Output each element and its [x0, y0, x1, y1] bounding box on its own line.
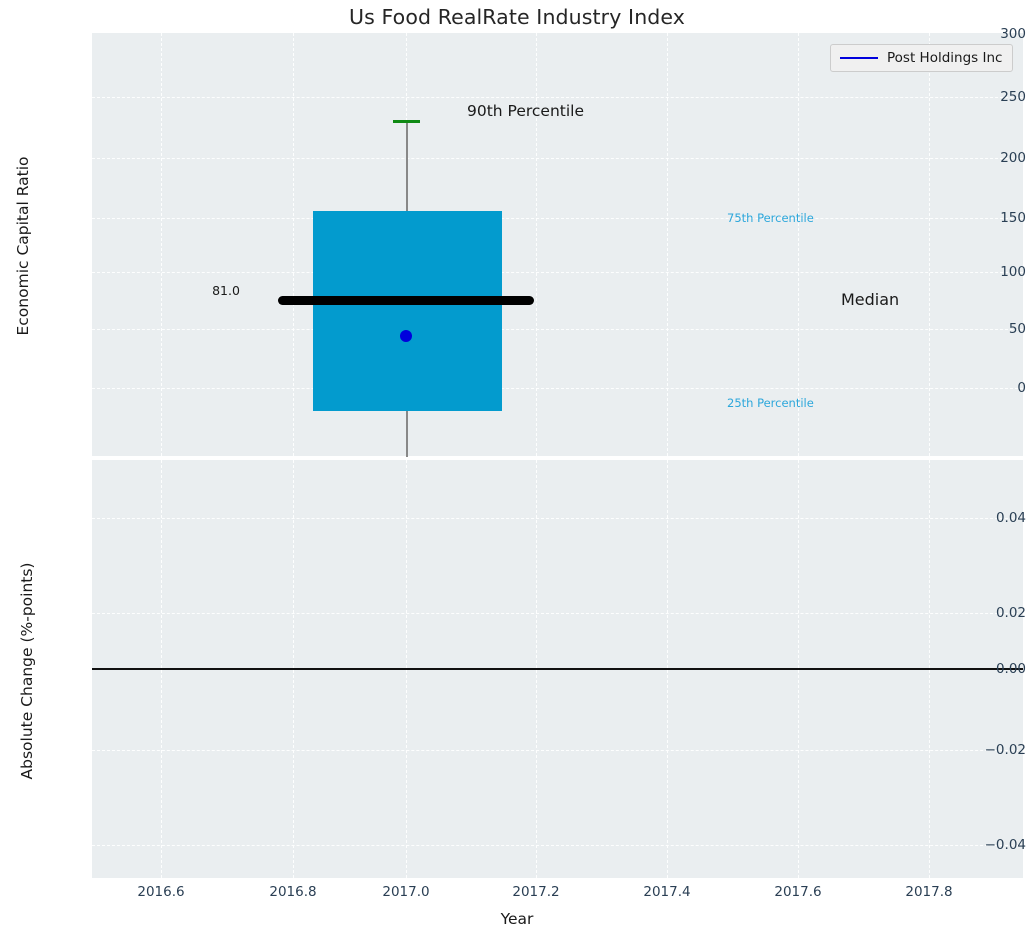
gridline-x-2017-4	[667, 33, 668, 456]
ytick-top-50: 50	[1008, 321, 1026, 337]
plot-area-economic-capital-ratio	[92, 33, 1023, 456]
gridline-y-neg-0-04	[92, 845, 1023, 846]
ytick-bottom-neg-0-04: −0.04	[984, 837, 1026, 853]
whisker-cap-90th-percentile	[393, 120, 420, 124]
xtick-2017-2: 2017.2	[512, 884, 560, 900]
gridline-y-0-02	[92, 613, 1023, 614]
xtick-2017-4: 2017.4	[643, 884, 691, 900]
ytick-bottom-0-00: 0.00	[995, 661, 1026, 677]
xtick-2017-8: 2017.8	[905, 884, 953, 900]
gridline-y-250	[92, 97, 1023, 98]
ytick-top-100: 100	[1000, 264, 1026, 280]
xtick-2016-8: 2016.8	[269, 884, 317, 900]
ytick-top-200: 200	[1000, 150, 1026, 166]
ytick-top-0: 0	[1017, 380, 1026, 396]
gridline-x-2016-8	[293, 33, 294, 456]
chart-title: Us Food RealRate Industry Index	[349, 5, 685, 29]
ytick-bottom-neg-0-02: −0.02	[984, 742, 1026, 758]
gridline-y-0	[92, 388, 1023, 389]
ytick-bottom-0-02: 0.02	[995, 605, 1026, 621]
legend-label-post-holdings-inc: Post Holdings Inc	[887, 50, 1003, 66]
annotation-75th-percentile: 75th Percentile	[727, 211, 814, 225]
gridline-y-150	[92, 218, 1023, 219]
gridline-x-2017-2	[536, 33, 537, 456]
gridline-y-100	[92, 272, 1023, 273]
company-data-point-post-holdings-inc	[400, 330, 412, 342]
gridline-y-50	[92, 329, 1023, 330]
annotation-90th-percentile: 90th Percentile	[467, 102, 585, 120]
ytick-top-150: 150	[1000, 210, 1026, 226]
legend-line-icon	[840, 56, 878, 60]
zero-reference-line	[92, 668, 1023, 670]
gridline-x-2017-6	[798, 33, 799, 456]
gridline-x-2016-6	[161, 33, 162, 456]
chart-legend[interactable]: Post Holdings Inc	[830, 44, 1014, 72]
xtick-2017-6: 2017.6	[774, 884, 822, 900]
ytick-top-250: 250	[1000, 89, 1026, 105]
xtick-2016-6: 2016.6	[137, 884, 185, 900]
median-bar	[278, 296, 534, 305]
ytick-bottom-0-04: 0.04	[995, 510, 1026, 526]
x-axis-label-year: Year	[500, 910, 534, 928]
gridline-x-2017-8	[929, 33, 930, 456]
gridline-y-0-04	[92, 518, 1023, 519]
y-axis-label-absolute-change: Absolute Change (%-points)	[18, 562, 36, 780]
median-value-label: 81.0	[212, 283, 240, 298]
gridline-y-200	[92, 158, 1023, 159]
gridline-y-neg-0-02	[92, 750, 1023, 751]
y-axis-label-economic-capital-ratio: Economic Capital Ratio	[14, 156, 32, 336]
box-interquartile-range	[313, 211, 502, 411]
ytick-top-300: 300	[1000, 26, 1026, 42]
annotation-median: Median	[841, 290, 900, 309]
xtick-2017-0: 2017.0	[382, 884, 430, 900]
annotation-25th-percentile: 25th Percentile	[727, 396, 814, 410]
